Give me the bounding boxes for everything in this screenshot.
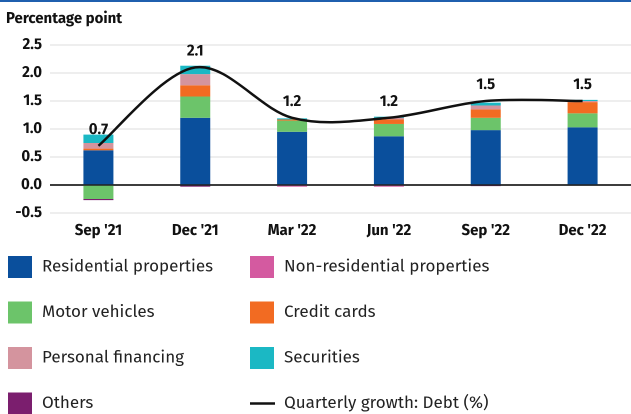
chart-title: Percentage point [6, 9, 122, 27]
bar-segment [277, 120, 308, 132]
legend-label: Personal financing [42, 346, 184, 367]
bar-segment [180, 185, 211, 187]
legend-label: Credit cards [284, 301, 376, 322]
bar-segment [180, 96, 211, 118]
legend-label: Non-residential properties [284, 255, 489, 276]
data-label: 1.5 [573, 75, 592, 93]
legend-swatch [8, 301, 32, 324]
y-tick-label: 0.5 [21, 147, 42, 165]
data-label: 1.2 [380, 92, 399, 110]
legend-swatch [8, 347, 32, 369]
y-tick-label: 0.0 [21, 175, 42, 193]
bar-segment [83, 199, 114, 201]
legend-label: Others [42, 392, 93, 413]
x-tick-label: Dec '22 [559, 221, 607, 239]
bar-segment [373, 123, 404, 137]
bar-segment [277, 131, 308, 185]
y-tick-label: 2.0 [22, 63, 42, 81]
bar-segment [373, 185, 404, 187]
x-tick-label: Mar '22 [268, 221, 317, 239]
bar-segment [83, 148, 114, 151]
data-label: 1.5 [476, 75, 495, 93]
bar-segment [567, 127, 598, 185]
bar-segment [180, 117, 211, 185]
legend-swatch [8, 256, 32, 278]
x-tick-label: Sep '21 [75, 221, 122, 239]
line [97, 66, 583, 147]
bar-segment [470, 130, 501, 185]
legend-label: Residential properties [42, 255, 213, 276]
legend-swatch [8, 392, 32, 414]
legend-label: Motor vehicles [42, 301, 155, 322]
legend-swatch [250, 256, 274, 278]
bar-segment [277, 185, 308, 187]
data-label: 2.1 [187, 41, 204, 59]
bar-segment [470, 102, 501, 106]
y-tick-label: 1.5 [23, 91, 42, 109]
x-tick-label: Jun '22 [366, 221, 412, 239]
bar-segment [277, 119, 308, 121]
data-label: 0.7 [89, 120, 108, 138]
data-label: 1.2 [283, 92, 302, 110]
bar-segment [373, 136, 404, 185]
legend-label: Quarterly growth: Debt (%) [284, 392, 489, 413]
bar-segment [83, 150, 114, 185]
bar-segment [470, 109, 501, 118]
y-tick-label: 1.0 [23, 119, 42, 137]
bar-segment [373, 119, 404, 124]
legend-label: Securities [284, 346, 360, 367]
y-tick-label: -0.5 [15, 203, 42, 221]
legend-swatch [250, 301, 274, 324]
bar-segment [83, 185, 114, 199]
y-tick-label: 2.5 [22, 35, 42, 53]
bar-segment [180, 74, 211, 86]
bar-segment [567, 113, 598, 128]
x-tick-label: Sep '22 [462, 221, 511, 239]
x-tick-label: Dec '21 [172, 221, 219, 239]
bar-segment [470, 105, 501, 110]
bar-segment [180, 65, 211, 75]
bar-segment [83, 134, 114, 143]
bar-segment [180, 85, 211, 97]
bar-segment [470, 117, 501, 131]
bar-segment [567, 102, 598, 114]
legend-swatch [250, 347, 274, 369]
